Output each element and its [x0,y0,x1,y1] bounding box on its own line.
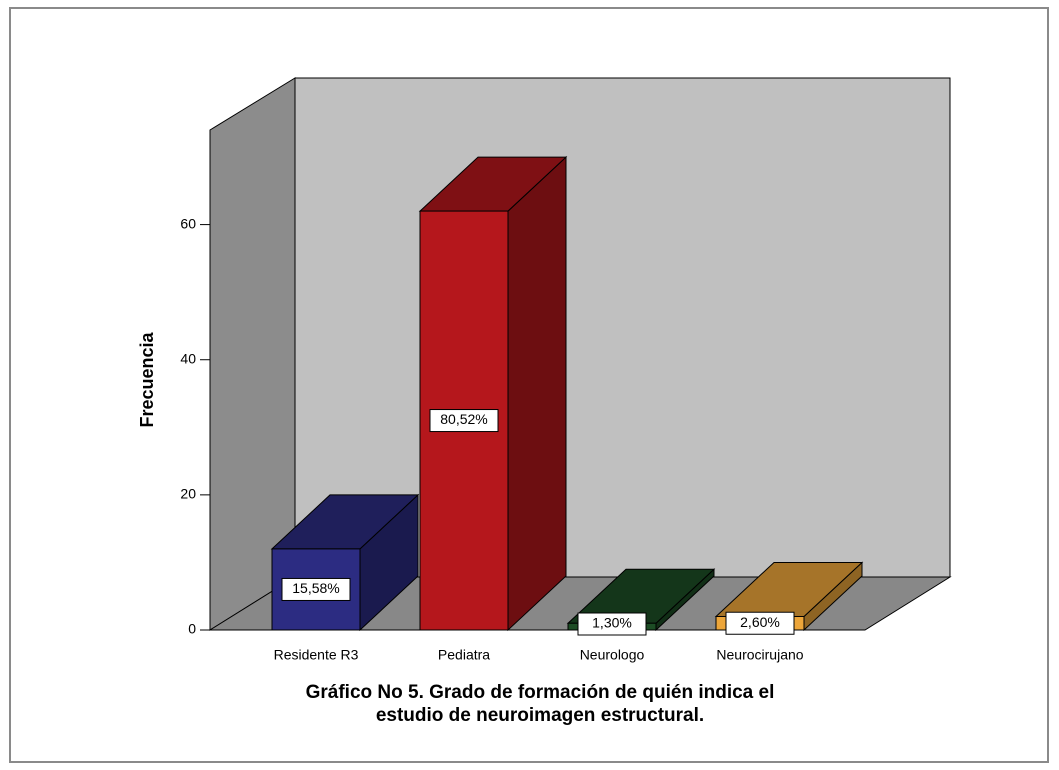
data-label-box [725,611,795,635]
x-tick-label: Residente R3 [274,647,359,663]
data-label: 1,30% [592,615,632,631]
y-tick-label: 0 [188,621,196,637]
x-tick-label: Neurologo [580,647,645,663]
chart-subtitle: estudio de neuroimagen estructural. [376,705,704,726]
data-label-box [429,409,499,433]
x-tick-label: Pediatra [438,647,490,663]
x-tick-label: Neurocirujano [716,647,803,663]
y-tick-label: 20 [180,486,196,502]
data-label: 15,58% [292,580,339,596]
y-axis-label: Frecuencia [137,331,157,427]
chart-title: Gráfico No 5. Grado de formación de quié… [306,682,775,703]
bar-side [507,155,567,632]
data-label-box [281,577,351,601]
data-label-box [577,612,647,636]
y-tick-label: 60 [180,215,196,231]
y-tick-label: 40 [180,350,196,366]
data-label: 80,52% [440,411,487,427]
data-label: 2,60% [740,614,780,630]
